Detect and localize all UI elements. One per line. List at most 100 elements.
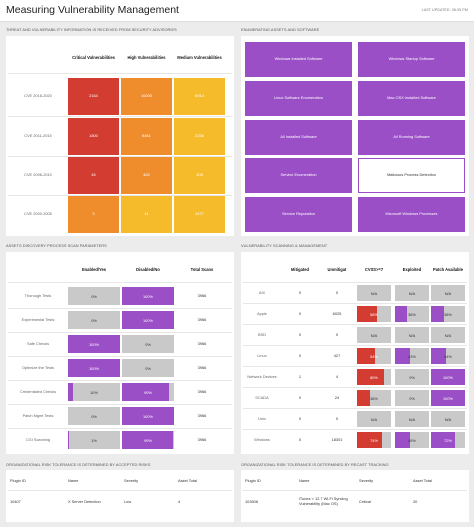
risk_left-cell: Low bbox=[124, 498, 132, 504]
vuln-cvss-bar: N/A bbox=[357, 285, 391, 301]
scan-enabled-bar: 1% bbox=[68, 431, 120, 449]
vuln-unmitigated-cell: 427 bbox=[333, 352, 341, 358]
scan-row-label: Experimental Tests bbox=[21, 316, 55, 322]
scan-disabled-bar-label: 100% bbox=[143, 293, 153, 299]
scan-total-cell: 3966 bbox=[197, 316, 207, 322]
scan-disabled-bar-label: 90% bbox=[144, 389, 152, 395]
vuln-exploited-bar-fill bbox=[395, 432, 411, 448]
vuln-unmitigated-cell: 4 bbox=[335, 373, 339, 379]
risk_left-column-header: Name bbox=[68, 477, 79, 483]
threat-value-cell: 3 bbox=[68, 196, 119, 233]
vuln-row-label: Network Devices bbox=[247, 373, 277, 379]
scan-disabled-bar: 0% bbox=[122, 359, 174, 377]
scan-disabled-bar-label: 0% bbox=[145, 341, 151, 347]
threat-value-cell: 8461 bbox=[121, 118, 172, 155]
vuln-patch-bar-label: 44% bbox=[444, 353, 452, 359]
row-divider bbox=[8, 195, 232, 196]
threat-value-cell: 1800 bbox=[68, 118, 119, 155]
vuln-row-label: Linux bbox=[257, 352, 267, 358]
scan-disabled-bar-label: 0% bbox=[145, 365, 151, 371]
scan-row-label: CGI Scanning bbox=[25, 436, 51, 442]
scan-total-cell: 3966 bbox=[197, 436, 207, 442]
vuln-exploited-bar-label: N/A bbox=[408, 290, 416, 296]
row-divider bbox=[8, 73, 232, 74]
vuln-cvss-bar: N/A bbox=[357, 411, 391, 427]
enum-tile: Mac OSX Installed Software bbox=[358, 81, 465, 116]
risk_left-cell: 4 bbox=[178, 498, 181, 504]
row-divider bbox=[243, 429, 467, 430]
risk_right-cell: Critical bbox=[359, 498, 371, 504]
row-divider bbox=[243, 408, 467, 409]
vuln-patch-bar-fill bbox=[431, 390, 465, 406]
vuln-exploited-bar: 0% bbox=[395, 369, 429, 385]
vuln-exploited-bar: N/A bbox=[395, 411, 429, 427]
vuln-cvss-bar-label: 54% bbox=[370, 353, 378, 359]
vuln-column-header: Patch Available bbox=[433, 266, 463, 272]
scan-enabled-bar: 10% bbox=[68, 383, 120, 401]
row-divider bbox=[8, 332, 232, 333]
scan-enabled-bar-label: 0% bbox=[91, 293, 97, 299]
vuln-patch-bar-label: 72% bbox=[444, 437, 452, 443]
scan-disabled-bar: 100% bbox=[122, 407, 174, 425]
row-divider bbox=[243, 387, 467, 388]
scan-column-header: Total Scans bbox=[190, 266, 214, 272]
threat-value-cell: 2238 bbox=[174, 118, 225, 155]
vuln-cvss-bar: 80% bbox=[357, 369, 391, 385]
scan-disabled-bar: 90% bbox=[122, 383, 174, 401]
risk-right-section-title: ORGANIZATIONAL RISK TOLERANCE IS DETERMI… bbox=[241, 462, 389, 467]
vuln-row-label: SCADA bbox=[255, 394, 269, 400]
vuln-mitigated-cell: 0 bbox=[298, 352, 302, 358]
threat-row-label: CVE 2006-2010 bbox=[24, 172, 52, 178]
vuln-cvss-bar: 38% bbox=[357, 390, 391, 406]
vuln-exploited-bar-fill bbox=[395, 348, 410, 364]
vuln-exploited-bar: N/A bbox=[395, 285, 429, 301]
scan-row-label: Optimize the Tests bbox=[22, 364, 54, 370]
vuln-unmitigated-cell: 0 bbox=[335, 415, 339, 421]
vuln-patch-bar-label: N/A bbox=[444, 332, 452, 338]
vuln-column-header: Mitigated bbox=[291, 266, 309, 272]
scan-total-cell: 3966 bbox=[197, 292, 207, 298]
scan-disabled-bar-label: 100% bbox=[143, 317, 153, 323]
vuln-patch-bar: 72% bbox=[431, 432, 465, 448]
row-divider bbox=[243, 303, 467, 304]
risk-left-section-title: ORGANIZATIONAL RISK TOLERANCE IS DETERMI… bbox=[6, 462, 151, 467]
risk-left-panel: Plugin ID Name Severity Asset Total 10407 X S… bbox=[6, 470, 234, 522]
vuln-mitigated-cell: 0 bbox=[298, 310, 302, 316]
vuln-patch-bar: N/A bbox=[431, 327, 465, 343]
scan-total-cell: 3966 bbox=[197, 388, 207, 394]
threat-row-label: CVE 2016-2020 bbox=[24, 93, 52, 99]
scan-column-header: Disabled/No bbox=[136, 266, 160, 272]
risk_right-column-header: Name bbox=[299, 477, 310, 483]
vuln-exploited-bar-label: N/A bbox=[408, 332, 416, 338]
enum-tile: Linux Software Enumeration bbox=[245, 81, 352, 116]
scan-disabled-bar: 100% bbox=[122, 311, 174, 329]
scan-enabled-bar-fill bbox=[68, 359, 120, 377]
enum-tile: Service Enumeration bbox=[245, 158, 352, 193]
threat-column-header: Critical Vulnerabilities bbox=[72, 54, 115, 60]
risk_right-column-header: Plugin ID bbox=[245, 477, 261, 483]
vuln-patch-bar: N/A bbox=[431, 411, 465, 427]
threat-value-cell: 11 bbox=[121, 196, 172, 233]
risk_right-cell: 103506 bbox=[245, 498, 258, 504]
vuln-patch-bar: 38% bbox=[431, 306, 465, 322]
vuln-cvss-bar: 54% bbox=[357, 348, 391, 364]
vuln-mitigated-cell: 0 bbox=[298, 331, 302, 337]
vuln-cvss-bar-label: 38% bbox=[370, 395, 378, 401]
vuln-mitigated-cell: 0 bbox=[298, 436, 302, 442]
vuln-exploited-bar-label: 36% bbox=[408, 311, 416, 317]
risk_left-column-header: Asset Total bbox=[178, 477, 197, 483]
threat-value-cell: 2477 bbox=[174, 196, 225, 233]
vuln-patch-bar-label: N/A bbox=[444, 416, 452, 422]
threat-panel: Critical Vulnerabilities High Vulnerabili… bbox=[6, 36, 234, 236]
row-divider bbox=[8, 282, 232, 283]
scan-panel: Enabled/Yes Disabled/No Total Scans Thoroug… bbox=[6, 252, 234, 454]
vuln-cvss-bar-label: N/A bbox=[370, 416, 378, 422]
vuln-row-label: Windows bbox=[254, 436, 270, 442]
vuln-unmitigated-cell: 0 bbox=[335, 289, 339, 295]
vuln-row-label: Unix bbox=[258, 415, 266, 421]
scan-disabled-bar-fill bbox=[122, 287, 174, 305]
vuln-exploited-bar: 45% bbox=[395, 432, 429, 448]
scan-enabled-bar-label: 10% bbox=[90, 389, 98, 395]
vuln-mitigated-cell: 0 bbox=[298, 394, 302, 400]
risk_right-cell: 20 bbox=[413, 498, 418, 504]
